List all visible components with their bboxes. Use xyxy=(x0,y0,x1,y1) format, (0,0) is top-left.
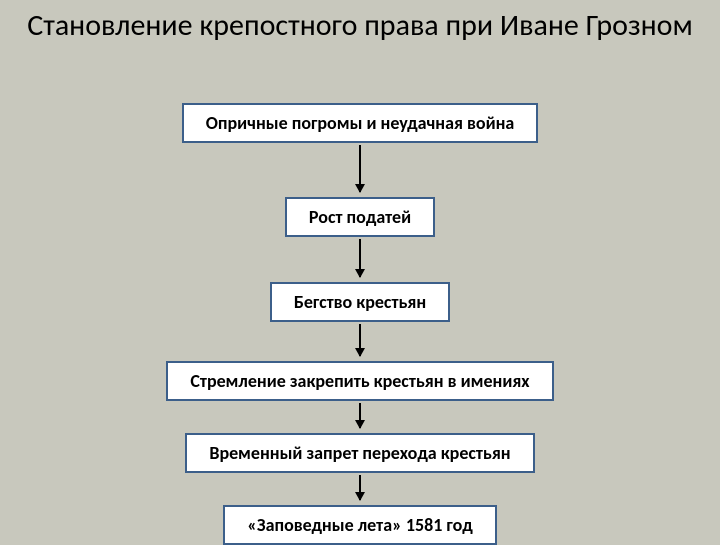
flowchart-container: Опричные погромы и неудачная война Рост … xyxy=(0,103,720,545)
flow-node: Бегство крестьян xyxy=(270,282,450,322)
flow-node: Рост податей xyxy=(285,197,435,237)
page-title: Становление крепостного права при Иване … xyxy=(0,0,720,44)
flow-arrow xyxy=(359,475,361,500)
flow-arrow xyxy=(359,324,361,356)
flow-node: «Заповедные лета» 1581 год xyxy=(223,505,497,545)
flow-arrow xyxy=(359,239,361,277)
flow-arrow xyxy=(359,403,361,428)
flow-node: Временный запрет перехода крестьян xyxy=(185,433,534,473)
flow-node: Опричные погромы и неудачная война xyxy=(182,103,539,143)
flow-node: Стремление закрепить крестьян в имениях xyxy=(166,361,553,401)
flow-arrow xyxy=(359,145,361,192)
